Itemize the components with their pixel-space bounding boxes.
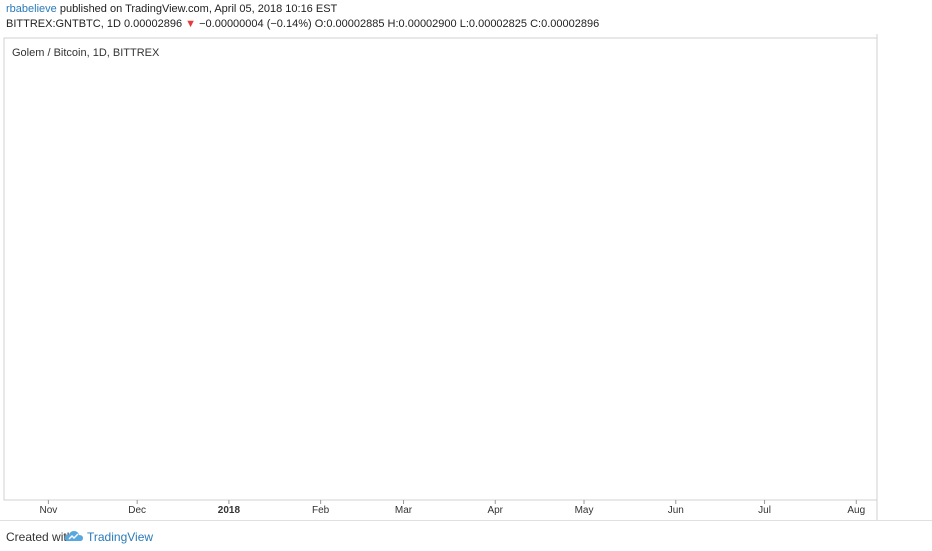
time-tick-label: Nov	[39, 505, 57, 516]
time-axis[interactable]: Nov Dec 2018 Feb Mar Apr May Jun Jul Aug	[39, 500, 865, 516]
published-text: published on TradingView.com, April 05, …	[59, 3, 338, 15]
time-tick-label: Aug	[847, 505, 865, 516]
tradingview-cloud-icon	[64, 531, 83, 541]
low-label: L:	[459, 18, 469, 30]
footer: Created with TradingView	[0, 520, 932, 551]
time-tick-label: 2018	[218, 505, 241, 516]
close-label: C:	[530, 18, 542, 30]
time-tick-label: Jun	[668, 505, 684, 516]
down-arrow-icon: ▼	[185, 18, 197, 30]
price-change: −0.00000004 (−0.14%)	[199, 18, 312, 30]
last-price: 0.00002896	[123, 18, 183, 30]
high-label: H:	[387, 18, 399, 30]
plot-frame	[3, 37, 878, 501]
chart-header: rbabelieve published on TradingView.com,…	[0, 0, 932, 34]
symbol-label: BITTREX:GNTBTC, 1D	[6, 18, 121, 30]
publish-info: rbabelieve published on TradingView.com,…	[6, 3, 337, 15]
tradingview-link[interactable]: TradingView	[87, 530, 154, 544]
high-value: 0.00002900	[398, 18, 457, 30]
open-label: O:	[314, 18, 327, 30]
time-tick-label: Dec	[128, 505, 146, 516]
close-value: 0.00002896	[541, 18, 600, 30]
time-tick-label: Apr	[487, 505, 503, 516]
low-value: 0.00002825	[468, 18, 528, 30]
time-tick-label: Mar	[395, 505, 413, 516]
open-value: 0.00002885	[326, 18, 385, 30]
created-with-label: Created with	[6, 530, 74, 544]
time-tick-label: May	[575, 505, 594, 516]
time-tick-label: Feb	[312, 505, 330, 516]
publisher-link[interactable]: rbabelieve	[6, 3, 57, 15]
ohlc-legend: BITTREX:GNTBTC, 1D 0.00002896 ▼ −0.00000…	[6, 18, 599, 30]
chart-title: Golem / Bitcoin, 1D, BITTREX	[12, 47, 160, 59]
time-tick-label: Jul	[758, 505, 771, 516]
candlestick-chart[interactable]: Golem / Bitcoin, 1D, BITTREX 0.000060500…	[0, 34, 932, 520]
